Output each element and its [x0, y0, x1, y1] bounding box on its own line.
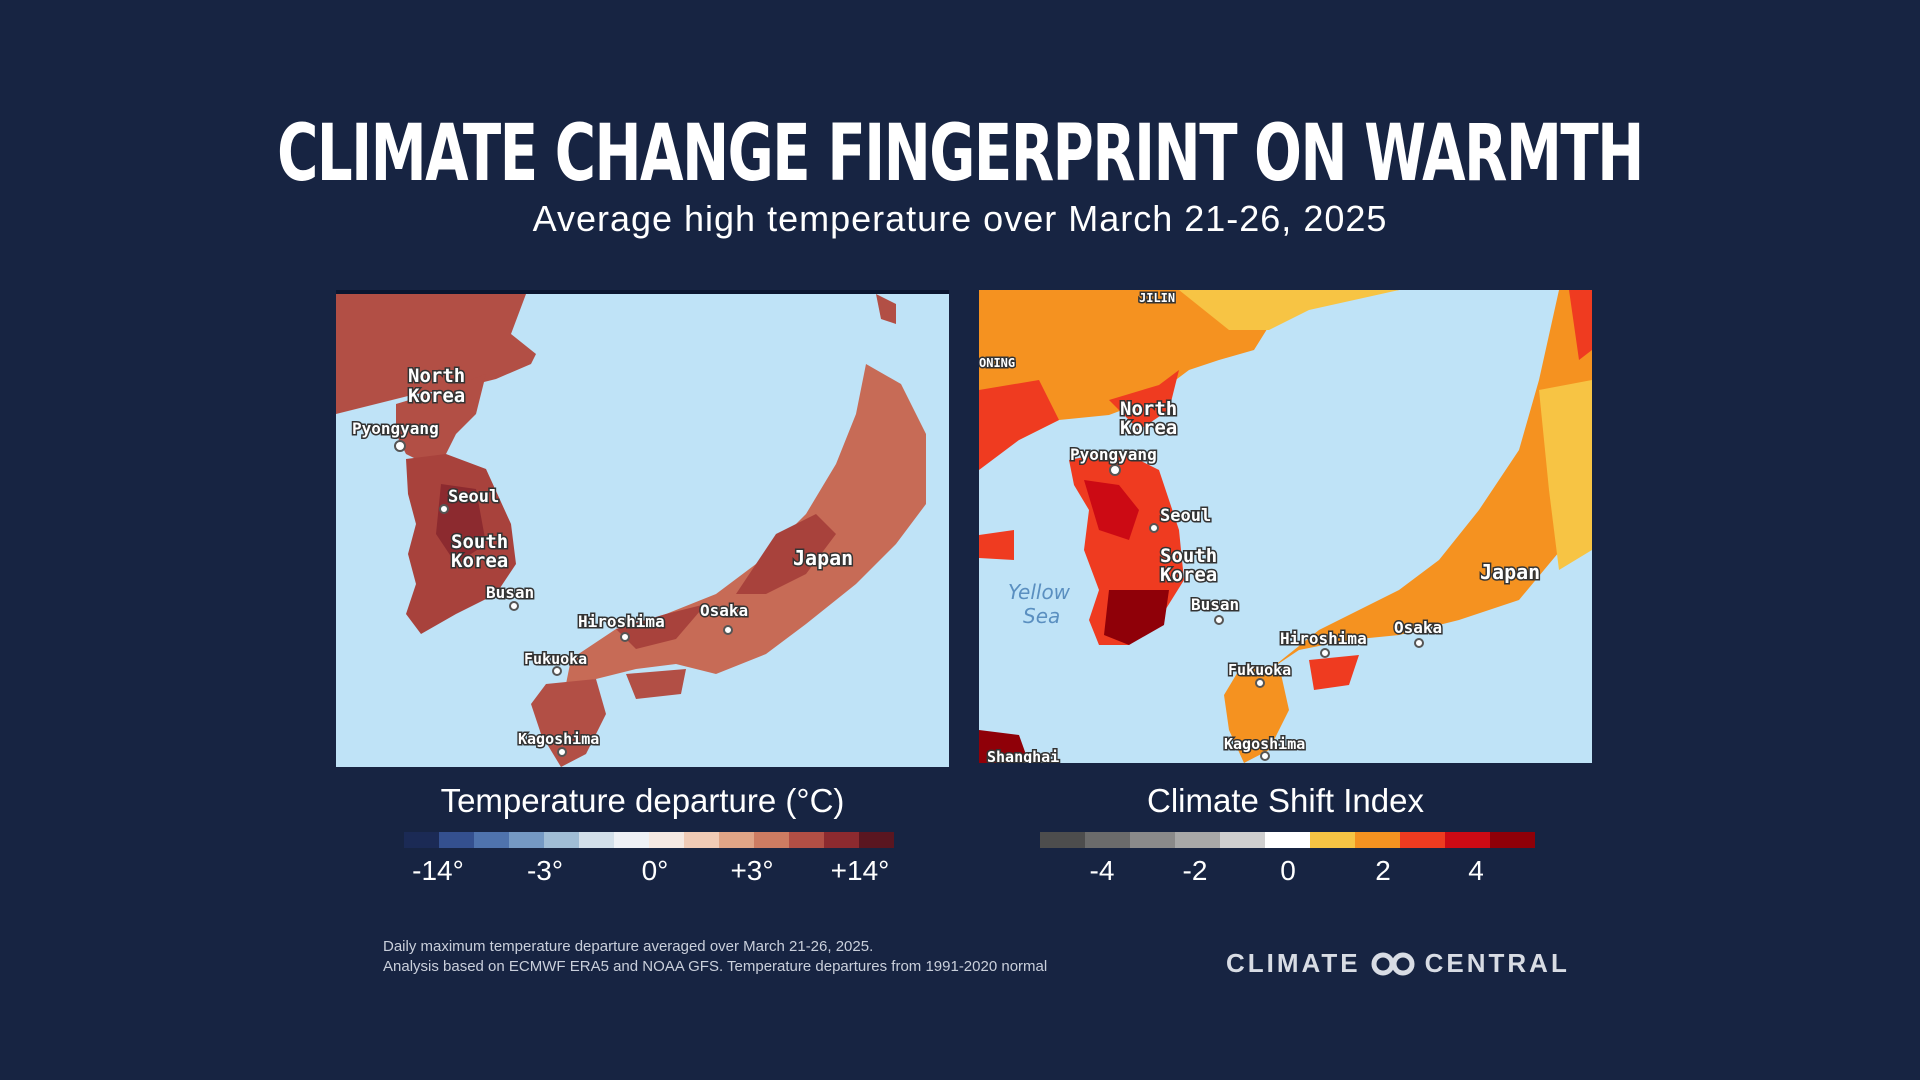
csi-scale-swatch: [1085, 832, 1130, 848]
csi-legend-title: Climate Shift Index: [1147, 782, 1424, 819]
csi-scale-swatch: [1310, 832, 1355, 848]
csi-scale-swatch: [1400, 832, 1445, 848]
temperature-color-scale: [404, 832, 894, 848]
svg-text:Japan: Japan: [793, 546, 853, 570]
brand-text-left: CLIMATE: [1226, 948, 1361, 978]
map-labels: JILIN ONING North Korea Pyongyang Seoul …: [979, 290, 1542, 763]
csi-scale-swatch: [1355, 832, 1400, 848]
map-labels: North Korea Pyongyang Seoul South Korea …: [351, 364, 855, 757]
svg-text:Korea: Korea: [1160, 564, 1217, 586]
land-areas: [336, 294, 926, 767]
temperature-scale-swatch: [474, 832, 509, 848]
svg-text:South: South: [1160, 545, 1217, 567]
svg-text:Seoul: Seoul: [1160, 506, 1211, 526]
temperature-tick-label: +3°: [730, 855, 774, 886]
csi-scale-swatch: [1490, 832, 1535, 848]
svg-text:Osaka: Osaka: [700, 601, 748, 620]
temperature-scale-swatch: [684, 832, 719, 848]
svg-text:Seoul: Seoul: [448, 487, 499, 507]
brand-text-right: CENTRAL: [1424, 948, 1570, 978]
csi-tick-label: 2: [1375, 855, 1391, 886]
csi-tick-label: -4: [1089, 855, 1115, 886]
svg-text:Fukuoka: Fukuoka: [1228, 661, 1291, 679]
svg-text:JILIN: JILIN: [1139, 291, 1175, 305]
svg-text:North: North: [408, 365, 465, 387]
svg-text:Busan: Busan: [1191, 595, 1239, 614]
land-areas: [979, 290, 1592, 763]
csi-scale-swatch: [1445, 832, 1490, 848]
temperature-tick-label: +14°: [830, 855, 890, 886]
svg-text:Shanghai: Shanghai: [987, 748, 1059, 763]
csi-tick-label: -2: [1182, 855, 1208, 886]
temperature-scale-swatch: [719, 832, 754, 848]
csi-tick-label: 0: [1280, 855, 1296, 886]
footnote-line-2: Analysis based on ECMWF ERA5 and NOAA GF…: [383, 958, 1048, 975]
csi-scale-swatch: [1265, 832, 1310, 848]
svg-text:South: South: [451, 531, 508, 553]
temperature-scale-swatch: [824, 832, 859, 848]
temperature-tick-label: 0°: [641, 855, 669, 886]
temperature-legend-title: Temperature departure (°C): [440, 782, 845, 819]
svg-text:Kagoshima: Kagoshima: [1224, 735, 1305, 753]
temperature-scale-swatch: [649, 832, 684, 848]
svg-text:Osaka: Osaka: [1394, 618, 1442, 637]
temperature-scale-swatch: [754, 832, 789, 848]
page-subtitle: Average high temperature over March 21-2…: [532, 198, 1388, 239]
climate-central-brand: CLIMATE CENTRAL: [1226, 948, 1570, 979]
temperature-departure-map: North Korea Pyongyang Seoul South Korea …: [336, 290, 949, 767]
svg-text:Busan: Busan: [486, 583, 534, 602]
svg-text:North: North: [1120, 398, 1177, 420]
svg-text:ONING: ONING: [979, 356, 1015, 370]
svg-text:Korea: Korea: [451, 550, 508, 572]
csi-tick-label: 4: [1468, 855, 1484, 886]
svg-text:Hiroshima: Hiroshima: [578, 612, 665, 631]
svg-text:Pyongyang: Pyongyang: [1070, 445, 1157, 464]
csi-color-scale: [1040, 832, 1535, 848]
svg-text:Yellow: Yellow: [1008, 580, 1071, 604]
page-title: CLIMATE CHANGE FINGERPRINT ON WARMTH: [277, 109, 1644, 199]
temperature-scale-swatch: [579, 832, 614, 848]
svg-text:Hiroshima: Hiroshima: [1280, 629, 1367, 648]
temperature-scale-swatch: [614, 832, 649, 848]
csi-scale-swatch: [1130, 832, 1175, 848]
temperature-scale-swatch: [859, 832, 894, 848]
climate-central-logo-icon: [1371, 952, 1415, 975]
climate-shift-index-map: JILIN ONING North Korea Pyongyang Seoul …: [979, 290, 1592, 763]
svg-text:Japan: Japan: [1480, 560, 1540, 584]
footnote-line-1: Daily maximum temperature departure aver…: [383, 938, 874, 955]
svg-text:Korea: Korea: [408, 385, 465, 407]
temperature-tick-label: -3°: [526, 855, 564, 886]
svg-text:Pyongyang: Pyongyang: [352, 419, 439, 438]
temperature-tick-label: -14°: [412, 855, 464, 886]
temperature-scale-swatch: [509, 832, 544, 848]
svg-text:Kagoshima: Kagoshima: [518, 730, 599, 748]
temperature-scale-swatch: [404, 832, 439, 848]
svg-text:Sea: Sea: [1023, 604, 1060, 628]
temperature-scale-swatch: [439, 832, 474, 848]
svg-text:Fukuoka: Fukuoka: [524, 650, 587, 668]
csi-scale-swatch: [1220, 832, 1265, 848]
temperature-scale-swatch: [789, 832, 824, 848]
csi-scale-swatch: [1040, 832, 1085, 848]
temperature-scale-swatch: [544, 832, 579, 848]
svg-text:Korea: Korea: [1120, 417, 1177, 439]
csi-scale-swatch: [1175, 832, 1220, 848]
